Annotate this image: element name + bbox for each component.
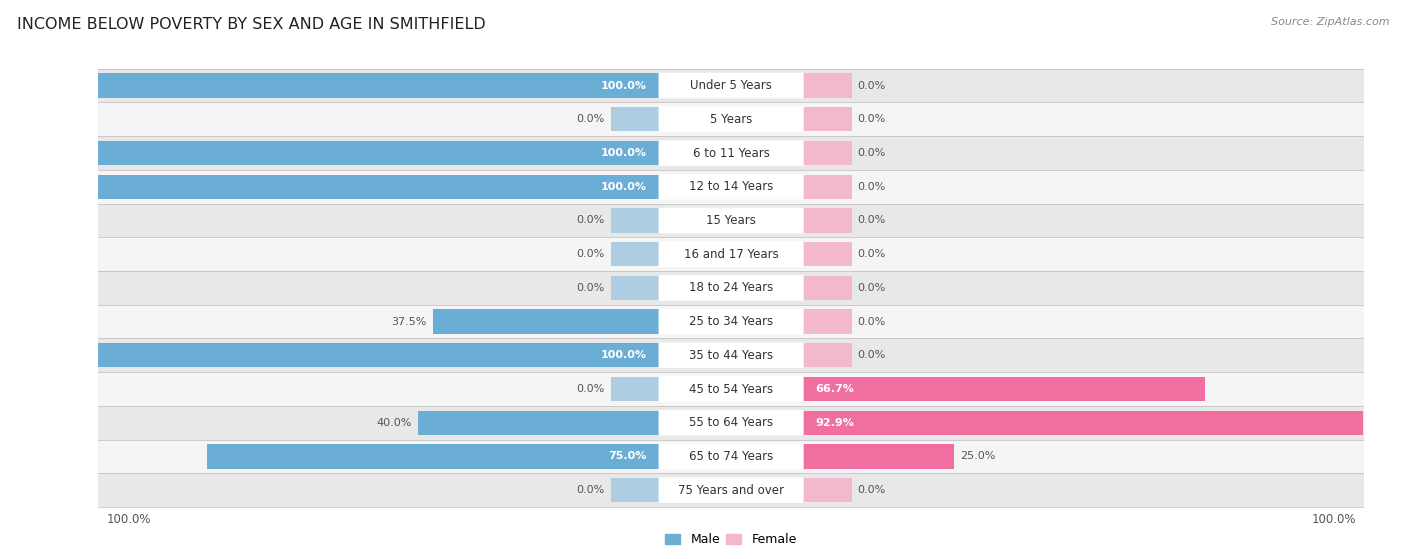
Bar: [803, 141, 852, 165]
FancyBboxPatch shape: [658, 477, 804, 503]
Text: 35 to 44 Years: 35 to 44 Years: [689, 349, 773, 362]
FancyBboxPatch shape: [658, 275, 804, 301]
Bar: [56, 174, 659, 199]
Text: 0.0%: 0.0%: [858, 249, 886, 259]
Bar: [98, 136, 1364, 170]
Text: 0.0%: 0.0%: [858, 148, 886, 158]
Text: 0.0%: 0.0%: [576, 115, 605, 124]
Text: 66.7%: 66.7%: [815, 384, 855, 394]
Text: 0.0%: 0.0%: [858, 485, 886, 495]
Bar: [207, 444, 659, 468]
Bar: [98, 338, 1364, 372]
Bar: [803, 444, 955, 468]
Bar: [610, 377, 659, 401]
Bar: [98, 406, 1364, 439]
Legend: Male, Female: Male, Female: [661, 528, 801, 551]
Text: 45 to 54 Years: 45 to 54 Years: [689, 382, 773, 396]
Bar: [610, 242, 659, 266]
Text: INCOME BELOW POVERTY BY SEX AND AGE IN SMITHFIELD: INCOME BELOW POVERTY BY SEX AND AGE IN S…: [17, 17, 485, 32]
Text: 0.0%: 0.0%: [858, 316, 886, 326]
Bar: [98, 238, 1364, 271]
Bar: [56, 141, 659, 165]
Bar: [803, 209, 852, 233]
Text: 100.0%: 100.0%: [600, 80, 647, 91]
Bar: [610, 107, 659, 131]
FancyBboxPatch shape: [658, 174, 804, 200]
Text: 75.0%: 75.0%: [609, 452, 647, 461]
FancyBboxPatch shape: [658, 444, 804, 469]
Text: 55 to 64 Years: 55 to 64 Years: [689, 416, 773, 429]
Bar: [803, 174, 852, 199]
Text: 12 to 14 Years: 12 to 14 Years: [689, 180, 773, 193]
Text: 0.0%: 0.0%: [858, 350, 886, 361]
Text: 0.0%: 0.0%: [576, 485, 605, 495]
Text: 37.5%: 37.5%: [391, 316, 427, 326]
Text: 5 Years: 5 Years: [710, 113, 752, 126]
Bar: [98, 372, 1364, 406]
FancyBboxPatch shape: [658, 241, 804, 267]
Bar: [610, 209, 659, 233]
Bar: [418, 411, 659, 435]
Text: 0.0%: 0.0%: [858, 115, 886, 124]
FancyBboxPatch shape: [658, 376, 804, 402]
FancyBboxPatch shape: [658, 207, 804, 233]
Text: 25.0%: 25.0%: [960, 452, 995, 461]
Text: 0.0%: 0.0%: [858, 283, 886, 293]
Bar: [803, 276, 852, 300]
Text: 0.0%: 0.0%: [858, 215, 886, 225]
Text: 75 Years and over: 75 Years and over: [678, 484, 785, 496]
Text: 0.0%: 0.0%: [576, 283, 605, 293]
Text: 6 to 11 Years: 6 to 11 Years: [693, 146, 769, 159]
Text: Under 5 Years: Under 5 Years: [690, 79, 772, 92]
Bar: [98, 439, 1364, 473]
Text: 0.0%: 0.0%: [576, 249, 605, 259]
Text: 40.0%: 40.0%: [377, 418, 412, 428]
Bar: [98, 170, 1364, 203]
Text: 18 to 24 Years: 18 to 24 Years: [689, 281, 773, 295]
Text: 92.9%: 92.9%: [815, 418, 855, 428]
Bar: [98, 203, 1364, 238]
Bar: [803, 377, 1205, 401]
Bar: [433, 310, 659, 334]
Text: 65 to 74 Years: 65 to 74 Years: [689, 450, 773, 463]
Bar: [803, 343, 852, 367]
Bar: [803, 107, 852, 131]
FancyBboxPatch shape: [658, 343, 804, 368]
Text: Source: ZipAtlas.com: Source: ZipAtlas.com: [1271, 17, 1389, 27]
Bar: [610, 478, 659, 503]
Text: 0.0%: 0.0%: [576, 215, 605, 225]
FancyBboxPatch shape: [658, 73, 804, 98]
Text: 100.0%: 100.0%: [600, 148, 647, 158]
FancyBboxPatch shape: [658, 309, 804, 334]
Text: 100.0%: 100.0%: [600, 182, 647, 192]
FancyBboxPatch shape: [658, 140, 804, 166]
Bar: [803, 411, 1364, 435]
Bar: [803, 73, 852, 98]
Bar: [98, 473, 1364, 507]
Text: 0.0%: 0.0%: [858, 182, 886, 192]
Bar: [56, 73, 659, 98]
Bar: [803, 478, 852, 503]
Text: 25 to 34 Years: 25 to 34 Years: [689, 315, 773, 328]
FancyBboxPatch shape: [658, 107, 804, 132]
Text: 16 and 17 Years: 16 and 17 Years: [683, 248, 779, 260]
FancyBboxPatch shape: [658, 410, 804, 435]
Text: 0.0%: 0.0%: [858, 80, 886, 91]
Bar: [98, 102, 1364, 136]
Bar: [803, 310, 852, 334]
Text: 15 Years: 15 Years: [706, 214, 756, 227]
Text: 100.0%: 100.0%: [600, 350, 647, 361]
Bar: [803, 242, 852, 266]
Bar: [98, 305, 1364, 338]
Text: 0.0%: 0.0%: [576, 384, 605, 394]
Bar: [98, 69, 1364, 102]
Bar: [98, 271, 1364, 305]
Bar: [56, 343, 659, 367]
Bar: [610, 276, 659, 300]
